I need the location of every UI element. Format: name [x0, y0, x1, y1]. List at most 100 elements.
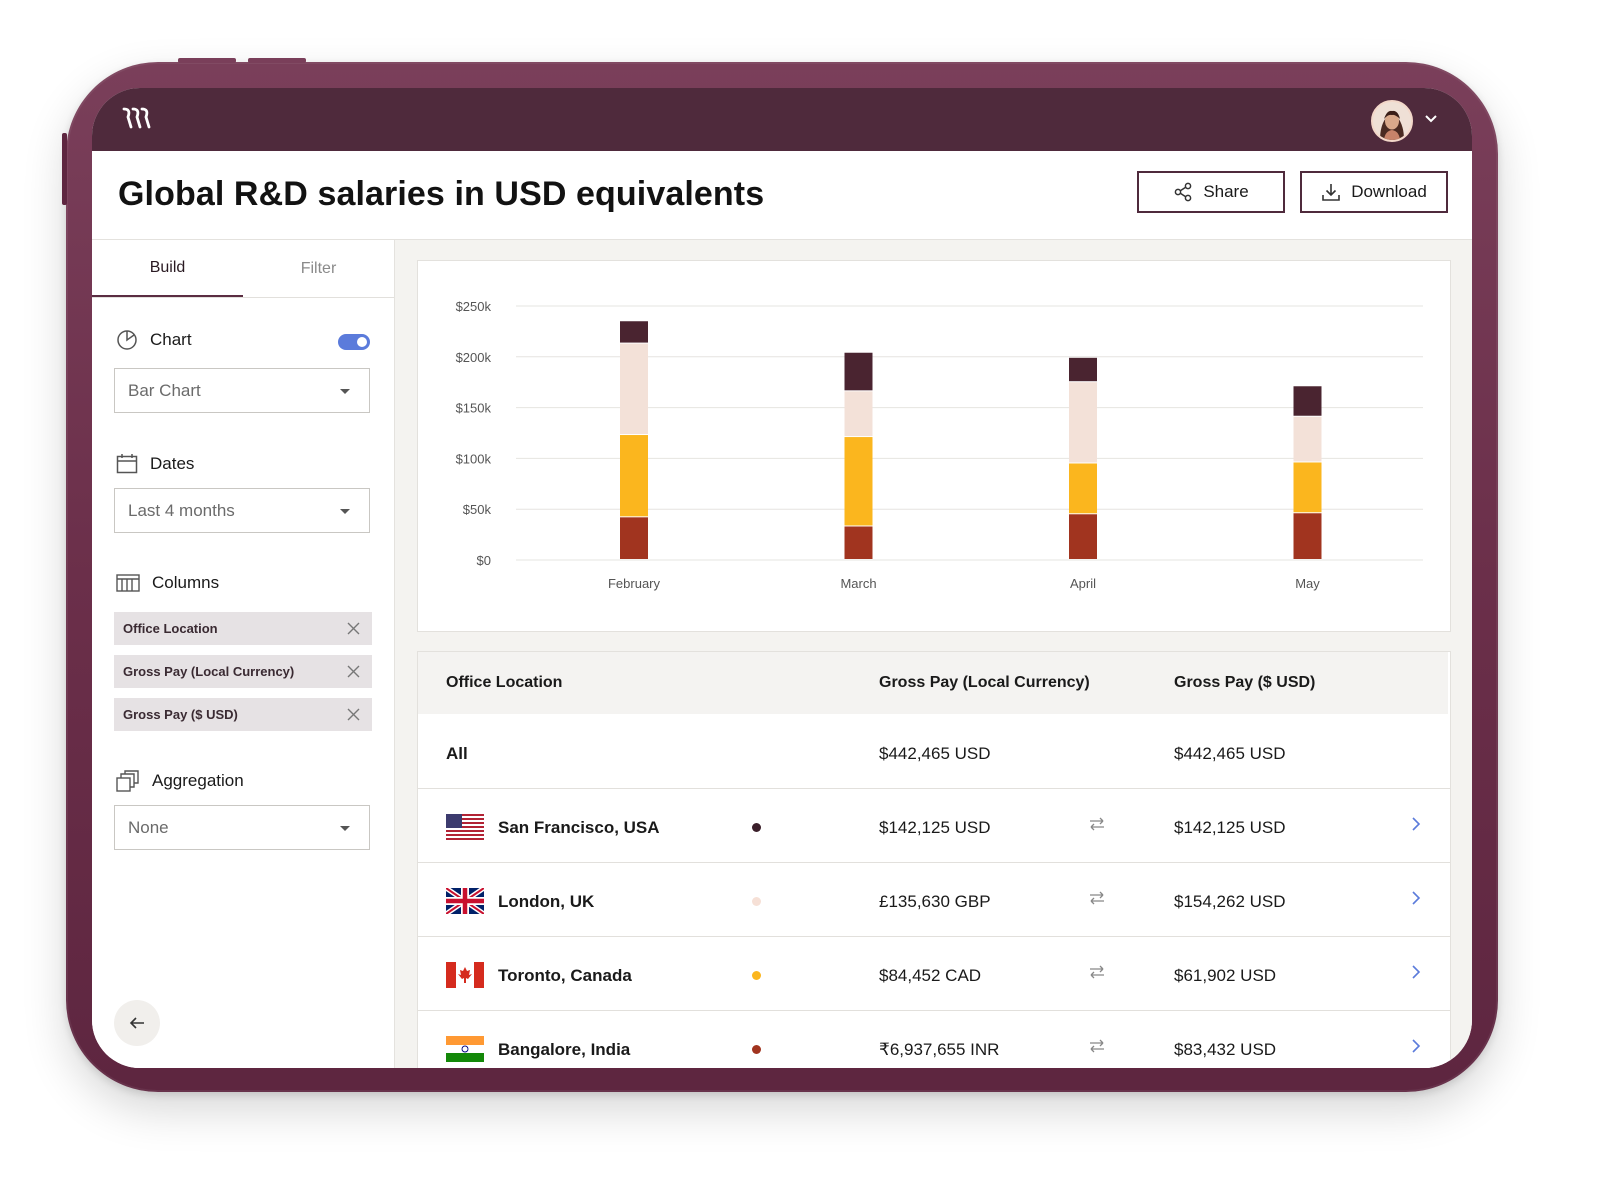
gross-pay-local: ₹6,937,655 INR: [879, 1040, 1000, 1059]
sidebar-tabs: Build Filter: [92, 240, 394, 298]
gross-pay-usd: $442,465 USD: [1174, 744, 1286, 763]
x-tick-label: April: [1070, 576, 1096, 591]
bar-segment[interactable]: [620, 435, 648, 517]
columns-label: Columns: [152, 573, 220, 592]
x-tick-label: March: [840, 576, 876, 591]
calendar-icon: [116, 454, 138, 474]
bar-segment[interactable]: [1069, 463, 1097, 514]
tab-build[interactable]: Build: [92, 240, 243, 297]
y-tick-label: $250k: [456, 299, 492, 314]
chart-label: Chart: [150, 330, 192, 349]
pie-chart-icon: [117, 330, 137, 350]
chart-type-select[interactable]: Bar Chart: [114, 368, 370, 413]
tab-filter[interactable]: Filter: [300, 259, 337, 277]
series-color-dot: [752, 1045, 761, 1054]
bar-segment[interactable]: [1293, 386, 1322, 416]
close-icon[interactable]: [347, 708, 360, 721]
gross-pay-usd: $61,902 USD: [1174, 966, 1277, 985]
bar-segment[interactable]: [620, 343, 648, 435]
series-color-dot: [752, 897, 761, 906]
office-location: Bangalore, India: [498, 1040, 631, 1059]
table-row-all: All $442,465 USD $442,465 USD: [418, 714, 1450, 789]
aggregation-select[interactable]: None: [114, 805, 370, 850]
aggregation-value: None: [128, 817, 169, 837]
device-button: [178, 58, 236, 63]
device-side-button: [62, 133, 67, 205]
dates-section-label: Dates: [116, 453, 194, 475]
table-row[interactable]: Bangalore, India ₹6,937,655 INR $83,432 …: [418, 1010, 1450, 1068]
bar-segment[interactable]: [844, 391, 873, 437]
bar-segment[interactable]: [844, 526, 873, 559]
back-button[interactable]: [114, 1000, 160, 1046]
dates-value: Last 4 months: [128, 500, 235, 520]
columns-section-label: Columns: [116, 573, 219, 593]
bar-segment[interactable]: [1293, 416, 1322, 462]
user-avatar[interactable]: [1371, 100, 1413, 142]
gross-pay-usd: $83,432 USD: [1174, 1040, 1277, 1059]
y-tick-label: $150k: [456, 401, 492, 416]
salary-table: Office Location Gross Pay (Local Currenc…: [417, 651, 1451, 1068]
download-button[interactable]: Download: [1300, 171, 1448, 213]
app-screen: Global R&D salaries in USD equivalents S…: [92, 88, 1472, 1068]
caret-down-icon: [340, 389, 350, 394]
y-tick-label: $200k: [456, 350, 492, 365]
bar-segment[interactable]: [1069, 357, 1097, 382]
chevron-right-icon[interactable]: [1410, 964, 1422, 980]
bar-segment[interactable]: [844, 352, 873, 391]
column-chip[interactable]: Gross Pay (Local Currency): [114, 655, 372, 688]
header-gross-pay-usd[interactable]: Gross Pay ($ USD): [1174, 674, 1316, 691]
bar-segment[interactable]: [620, 321, 648, 343]
gross-pay-usd: $154,262 USD: [1174, 892, 1286, 911]
chevron-right-icon[interactable]: [1410, 816, 1422, 832]
us-flag-icon: [446, 814, 484, 840]
builder-sidebar: Build Filter Chart Bar Chart Dates Last …: [92, 240, 395, 1068]
office-location: Toronto, Canada: [498, 966, 632, 985]
x-tick-label: May: [1295, 576, 1320, 591]
currency-swap-icon: [1090, 891, 1104, 905]
india-flag-icon: [446, 1036, 484, 1062]
dates-select[interactable]: Last 4 months: [114, 488, 370, 533]
download-label: Download: [1351, 182, 1427, 201]
column-chip[interactable]: Office Location: [114, 612, 372, 645]
columns-icon: [116, 574, 140, 592]
series-color-dot: [752, 971, 761, 980]
row-label: All: [446, 744, 468, 763]
bar-segment[interactable]: [620, 517, 648, 559]
table-header: Office Location Gross Pay (Local Currenc…: [418, 652, 1448, 714]
gross-pay-local: $442,465 USD: [879, 744, 991, 763]
stacked-bar-chart: $250k $200k $150k $100k $50k $0 February March A…: [456, 299, 1423, 591]
currency-swap-icon: [1090, 817, 1104, 831]
table-row[interactable]: Toronto, Canada $84,452 CAD $61,902 USD: [418, 936, 1450, 1011]
page-title: Global R&D salaries in USD equivalents: [118, 175, 765, 213]
gross-pay-local: $142,125 USD: [879, 818, 991, 837]
chart-toggle[interactable]: [338, 334, 370, 350]
column-chip-label: Gross Pay ($ USD): [123, 707, 238, 722]
chevron-right-icon[interactable]: [1410, 890, 1422, 906]
dates-label: Dates: [150, 454, 195, 473]
header-office-location[interactable]: Office Location: [446, 674, 563, 691]
column-chip[interactable]: Gross Pay ($ USD): [114, 698, 372, 731]
chevron-right-icon[interactable]: [1410, 1038, 1422, 1054]
table-row[interactable]: London, UK £135,630 GBP $154,262 USD: [418, 862, 1450, 937]
bar-segment[interactable]: [1293, 513, 1322, 559]
bar-segment[interactable]: [1069, 382, 1097, 463]
chart-card: $250k $200k $150k $100k $50k $0 February March A…: [417, 260, 1451, 632]
chart-type-value: Bar Chart: [128, 380, 201, 400]
bar-segment[interactable]: [1293, 462, 1322, 513]
share-label: Share: [1203, 182, 1249, 201]
table-row[interactable]: San Francisco, USA $142,125 USD $142,125…: [418, 788, 1450, 863]
header-gross-pay-local[interactable]: Gross Pay (Local Currency): [879, 674, 1090, 691]
app-logo[interactable]: [122, 106, 152, 135]
gross-pay-local: £135,630 GBP: [879, 892, 991, 911]
close-icon[interactable]: [347, 622, 360, 635]
close-icon[interactable]: [347, 665, 360, 678]
bar-segment[interactable]: [1069, 514, 1097, 559]
bar-segment[interactable]: [844, 437, 873, 526]
share-icon: [1174, 182, 1192, 202]
aggregation-section-label: Aggregation: [116, 770, 244, 792]
chevron-down-icon[interactable]: [1423, 110, 1439, 131]
device-button: [248, 58, 306, 63]
currency-swap-icon: [1090, 965, 1104, 979]
share-button[interactable]: Share: [1137, 171, 1285, 213]
gross-pay-local: $84,452 CAD: [879, 966, 982, 985]
